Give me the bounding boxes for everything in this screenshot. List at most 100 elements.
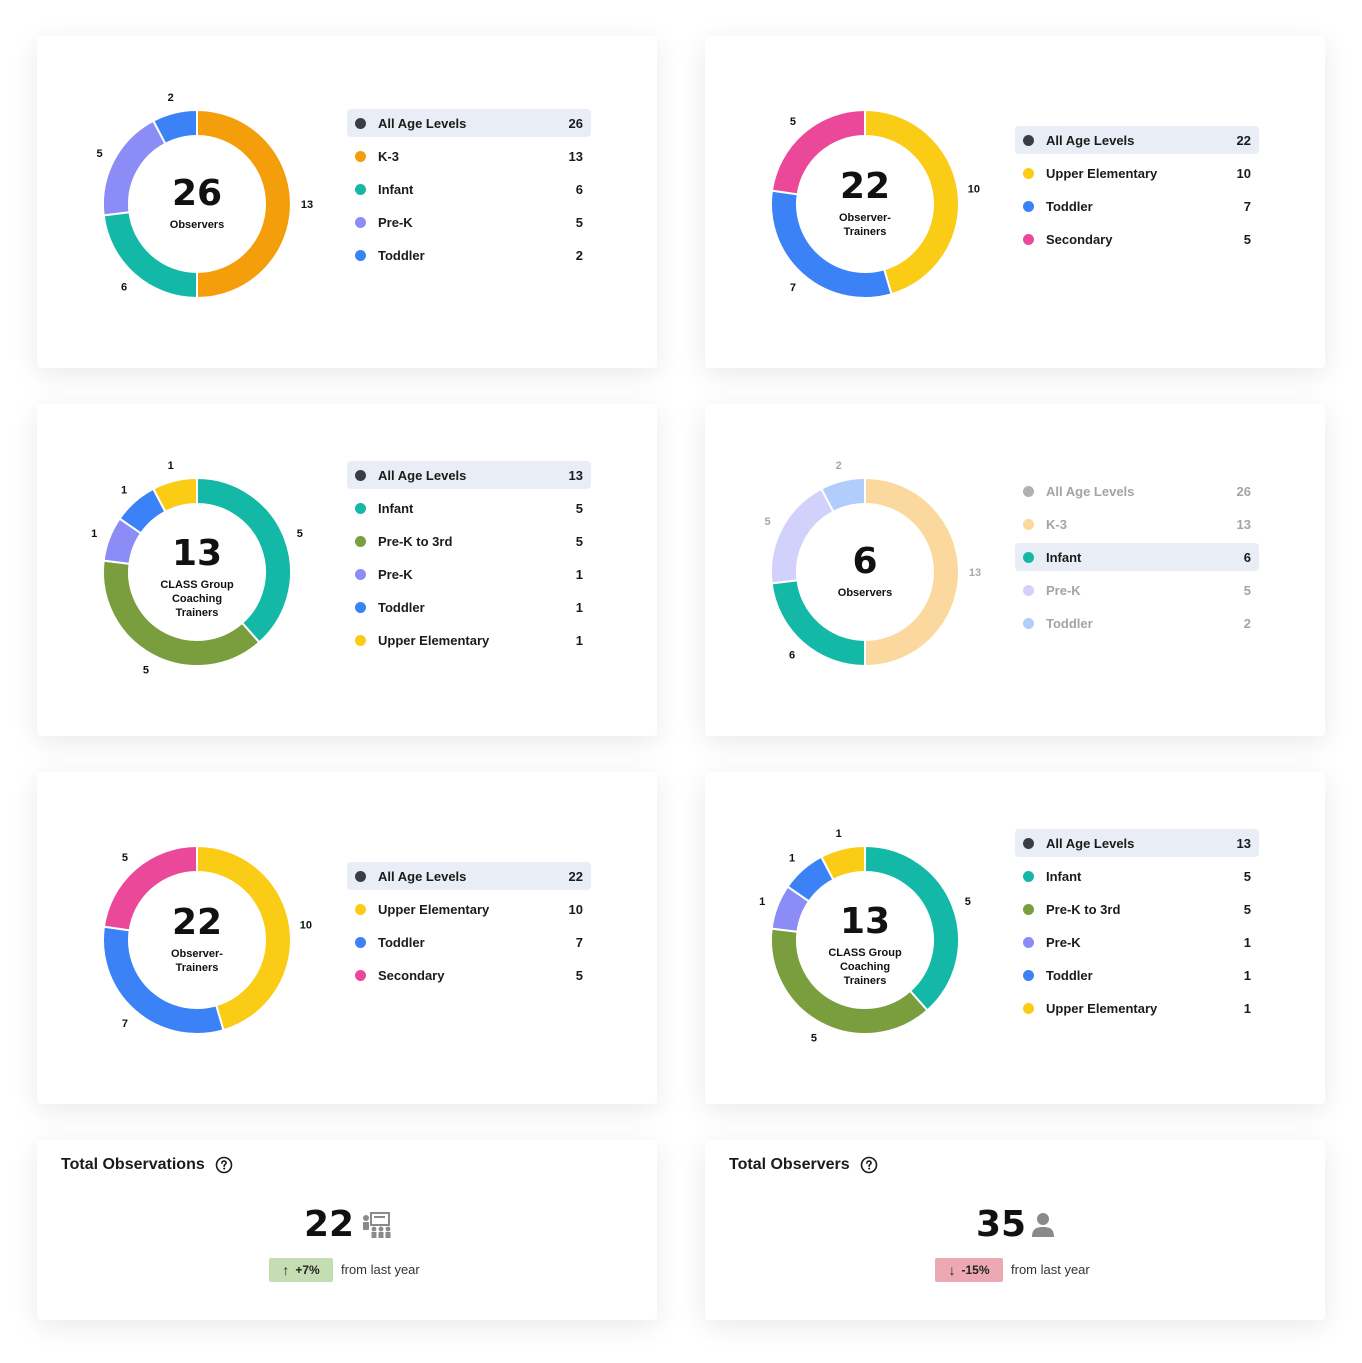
legend-item-upper-elementary[interactable]: Upper Elementary 10 — [347, 895, 591, 923]
legend-color-dot — [1023, 485, 1034, 497]
donut-segment-secondary[interactable] — [770, 108, 866, 196]
legend-label: Infant — [1046, 868, 1082, 884]
legend-item-infant[interactable]: Infant 5 — [1015, 862, 1259, 890]
legend-label: Infant — [1046, 549, 1082, 565]
legend-label: All Age Levels — [1046, 483, 1135, 499]
donut-segment-secondary[interactable] — [102, 844, 198, 932]
donut-segment-upper-elementary[interactable] — [151, 476, 198, 514]
segment-value-label: 6 — [121, 281, 127, 293]
legend-color-dot — [355, 502, 366, 514]
legend-value: 5 — [1243, 582, 1251, 598]
legend-color-dot — [355, 249, 366, 261]
donut-segment-pre-k[interactable] — [102, 119, 167, 217]
donut-segment-infant[interactable] — [864, 844, 960, 1012]
legend-color-dot — [1023, 200, 1034, 212]
legend-value: 1 — [575, 566, 583, 582]
chart-card-observers-infant: 13 6 5 2 6 Observers All Age Levels 26 K-3 13 Inf… — [705, 404, 1325, 736]
legend-value: 6 — [1243, 549, 1251, 565]
donut-segment-pre-k-to-3rd[interactable] — [770, 927, 929, 1035]
legend-color-dot — [355, 117, 366, 129]
legend-item-all-age-levels[interactable]: All Age Levels 13 — [347, 461, 591, 489]
donut-segment-k-3[interactable] — [864, 476, 960, 668]
segment-value-label: 6 — [789, 649, 795, 661]
legend-value: 22 — [568, 868, 583, 884]
segment-value-label: 13 — [969, 567, 981, 579]
legend-item-all-age-levels[interactable]: All Age Levels 26 — [347, 109, 591, 137]
legend-color-dot — [355, 903, 366, 915]
donut-center-value: 6 — [852, 541, 877, 582]
chart-legend: All Age Levels 22 Upper Elementary 10 Toddle… — [1015, 126, 1259, 258]
legend-color-dot — [355, 150, 366, 162]
legend-item-upper-elementary[interactable]: Upper Elementary 1 — [347, 626, 591, 654]
legend-item-all-age-levels[interactable]: All Age Levels 22 — [1015, 126, 1259, 154]
chart-card-observers: 13 6 5 2 26 Observers All Age Levels 26 K-3 13 In… — [37, 36, 657, 368]
legend-value: 1 — [1243, 967, 1251, 983]
legend-label: All Age Levels — [1046, 132, 1135, 148]
legend-color-dot — [355, 969, 366, 981]
help-icon[interactable] — [860, 1156, 878, 1174]
legend-value: 22 — [1236, 132, 1251, 148]
legend-item-infant[interactable]: Infant 6 — [1015, 543, 1259, 571]
legend-item-all-age-levels[interactable]: All Age Levels 13 — [1015, 829, 1259, 857]
legend-item-toddler[interactable]: Toddler 7 — [347, 928, 591, 956]
legend-item-toddler[interactable]: Toddler 2 — [1015, 609, 1259, 637]
legend-item-k-3[interactable]: K-3 13 — [347, 142, 591, 170]
donut-segment-infant[interactable] — [196, 476, 292, 644]
legend-item-toddler[interactable]: Toddler 1 — [1015, 961, 1259, 989]
legend-value: 13 — [568, 467, 583, 483]
legend-item-pre-k[interactable]: Pre-K 5 — [347, 208, 591, 236]
segment-value-label: 1 — [759, 896, 765, 908]
donut-center-value: 22 — [172, 902, 222, 943]
change-caption: from last year — [341, 1262, 420, 1277]
help-icon[interactable] — [215, 1156, 233, 1174]
legend-label: Upper Elementary — [1046, 1000, 1158, 1016]
donut-segment-upper-elementary[interactable] — [864, 108, 960, 296]
legend-item-infant[interactable]: Infant 5 — [347, 494, 591, 522]
change-value: -15% — [961, 1263, 990, 1277]
donut-segment-upper-elementary[interactable] — [196, 844, 292, 1032]
legend-item-secondary[interactable]: Secondary 5 — [1015, 225, 1259, 253]
legend-color-dot — [1023, 903, 1034, 915]
donut-center-label: CLASS Group — [828, 947, 902, 959]
legend-item-pre-k[interactable]: Pre-K 1 — [347, 560, 591, 588]
legend-item-toddler[interactable]: Toddler 2 — [347, 241, 591, 269]
donut-chart: 5 5 1 1 1 13 CLASS Group Coaching Trainers — [759, 828, 971, 1044]
donut-segment-toddler[interactable] — [819, 476, 866, 514]
segment-value-label: 5 — [765, 516, 771, 528]
legend-item-upper-elementary[interactable]: Upper Elementary 10 — [1015, 159, 1259, 187]
donut-segment-upper-elementary[interactable] — [819, 844, 866, 882]
donut-center-label: Coaching — [840, 961, 890, 973]
donut-chart: 10 7 5 22 Observer- Trainers — [770, 108, 980, 299]
segment-value-label: 2 — [836, 460, 842, 472]
donut-chart: 13 6 5 2 6 Observers — [765, 460, 981, 668]
legend-color-dot — [1023, 969, 1034, 981]
legend-item-pre-k-to-3rd[interactable]: Pre-K to 3rd 5 — [1015, 895, 1259, 923]
legend-item-toddler[interactable]: Toddler 7 — [1015, 192, 1259, 220]
legend-label: Upper Elementary — [378, 632, 490, 648]
legend-item-all-age-levels[interactable]: All Age Levels 26 — [1015, 477, 1259, 505]
donut-center-value: 13 — [840, 901, 890, 942]
legend-item-pre-k[interactable]: Pre-K 5 — [1015, 576, 1259, 604]
donut-segment-pre-k-to-3rd[interactable] — [102, 559, 261, 667]
chart-legend: All Age Levels 13 Infant 5 Pre-K to 3rd 5 Pre-… — [347, 461, 591, 659]
legend-value: 26 — [1236, 483, 1251, 499]
legend-color-dot — [1023, 233, 1034, 245]
legend-item-pre-k[interactable]: Pre-K 1 — [1015, 928, 1259, 956]
legend-item-infant[interactable]: Infant 6 — [347, 175, 591, 203]
legend-item-secondary[interactable]: Secondary 5 — [347, 961, 591, 989]
legend-item-k-3[interactable]: K-3 13 — [1015, 510, 1259, 538]
legend-item-toddler[interactable]: Toddler 1 — [347, 593, 591, 621]
donut-segment-toddler[interactable] — [151, 108, 198, 146]
segment-value-label: 1 — [836, 828, 842, 840]
donut-segment-pre-k[interactable] — [770, 487, 835, 585]
legend-value: 13 — [1236, 835, 1251, 851]
legend-color-dot — [355, 870, 366, 882]
donut-segment-k-3[interactable] — [196, 108, 292, 300]
legend-item-upper-elementary[interactable]: Upper Elementary 1 — [1015, 994, 1259, 1022]
legend-item-pre-k-to-3rd[interactable]: Pre-K to 3rd 5 — [347, 527, 591, 555]
legend-label: Secondary — [378, 967, 445, 983]
donut-center-value: 13 — [172, 533, 222, 574]
legend-item-all-age-levels[interactable]: All Age Levels 22 — [347, 862, 591, 890]
legend-label: Pre-K to 3rd — [1046, 901, 1121, 917]
legend-color-dot — [1023, 167, 1034, 179]
